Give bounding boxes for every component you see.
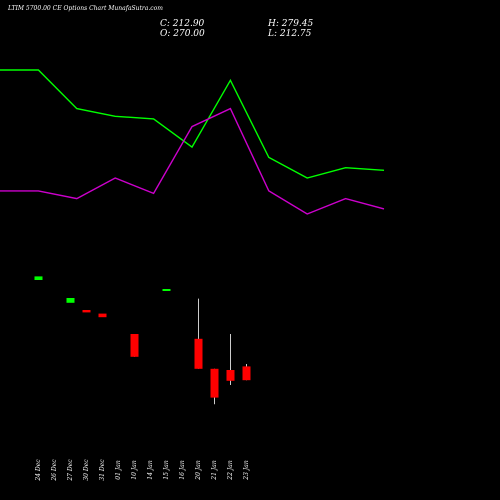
candle-body (194, 338, 203, 369)
low-readout: L: 212.75 (268, 29, 312, 39)
chart-title: LTIM 5700.00 CE Options Chart MunafaSutr… (8, 5, 163, 12)
candlestick-series (34, 276, 251, 405)
candle (194, 298, 203, 369)
date-label: 10 Jan (131, 460, 138, 480)
date-label: 31 Dec (99, 459, 106, 481)
date-axis-labels: 24 Dec 26 Dec 27 Dec 30 Dec 31 Dec 01 Jan 10 J… (35, 459, 250, 482)
candle-body (66, 298, 75, 303)
candle-body (226, 370, 235, 381)
date-label: 15 Jan (163, 460, 170, 480)
close-readout: C: 212.90 (160, 19, 205, 29)
candle-body (98, 313, 107, 318)
candle (66, 298, 75, 303)
open-readout: O: 270.00 (160, 29, 205, 39)
candle-body (162, 289, 171, 291)
candle-body (210, 368, 219, 398)
date-label: 23 Jan (243, 460, 250, 481)
candle (82, 310, 91, 313)
candle (130, 334, 139, 357)
date-label: 20 Jan (195, 460, 202, 481)
lower-line-series (0, 107, 385, 215)
upper-line-series (0, 69, 385, 179)
candle (210, 368, 219, 405)
date-label: 24 Dec (35, 459, 42, 482)
date-label: 14 Jan (147, 460, 154, 480)
candle (162, 289, 171, 291)
candle-body (34, 276, 43, 280)
moving-average-lines (0, 69, 385, 215)
candle-body (242, 366, 251, 381)
candle (98, 313, 107, 318)
candle (242, 364, 251, 381)
date-label: 27 Dec (67, 459, 74, 482)
date-label: 22 Jan (227, 460, 234, 481)
date-label: 01 Jan (115, 460, 122, 480)
date-label: 21 Jan (211, 460, 218, 481)
candle (226, 334, 235, 385)
candle (34, 276, 43, 280)
high-readout: H: 279.45 (268, 19, 314, 29)
candle-body (82, 310, 91, 313)
date-label: 26 Dec (51, 459, 58, 482)
candle-body (130, 334, 139, 357)
date-label: 30 Dec (83, 459, 90, 481)
date-label: 16 Jan (179, 460, 186, 480)
